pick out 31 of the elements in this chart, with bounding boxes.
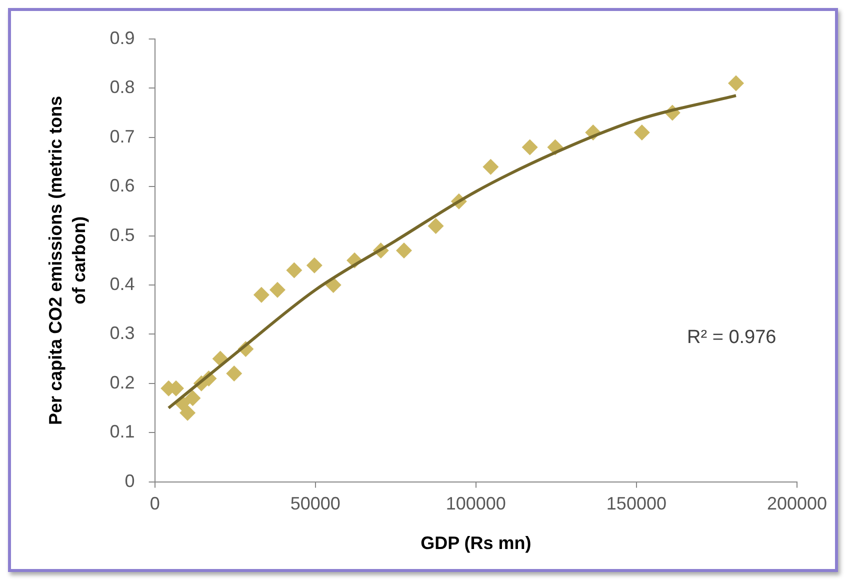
point <box>482 158 499 175</box>
y-tick-label: 0.7 <box>110 126 135 146</box>
y-tick-label: 0.9 <box>110 28 135 48</box>
x-axis-title: GDP (Rs mn) <box>420 533 532 554</box>
y-tick-label: 0.3 <box>110 323 135 344</box>
point <box>180 404 196 421</box>
x-tick-label: 150000 <box>606 494 666 514</box>
point <box>184 390 201 406</box>
point <box>286 262 302 278</box>
y-tick-label: 0.8 <box>110 77 135 98</box>
y-tick-label: 0.4 <box>110 274 135 294</box>
x-tick-label: 0 <box>150 494 160 514</box>
point <box>226 366 242 382</box>
annotation: R² = 0.976 <box>687 327 776 348</box>
point <box>428 218 444 234</box>
y-tick-label: 0 <box>124 470 135 491</box>
x-tick-label: 200000 <box>766 494 828 514</box>
point <box>306 257 322 274</box>
point <box>634 124 650 140</box>
x-tick-label: 100000 <box>446 494 506 514</box>
y-tick-label: 0.6 <box>110 176 135 196</box>
point <box>396 242 412 259</box>
point <box>522 139 538 156</box>
point <box>269 282 286 298</box>
y-axis-title: Per capita CO2 emissions (metric tons of carbon) <box>46 96 90 425</box>
y-tick-label: 0.1 <box>110 422 135 442</box>
point <box>728 75 744 92</box>
x-tick-label: 50000 <box>290 494 340 514</box>
y-tick-label: 0.5 <box>110 224 135 245</box>
y-tick-label: 0.2 <box>110 372 135 392</box>
point <box>253 286 270 303</box>
